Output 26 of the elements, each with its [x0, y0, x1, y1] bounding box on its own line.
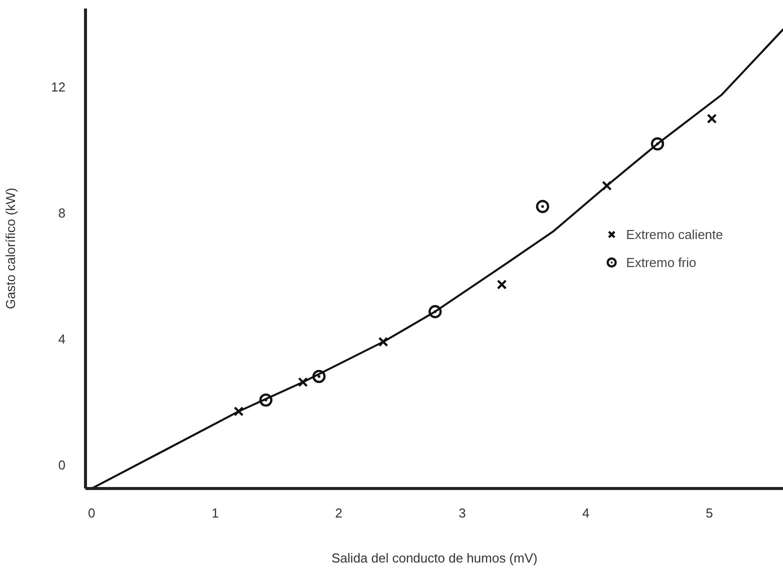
legend-label: Extremo caliente [626, 226, 723, 242]
point [312, 370, 326, 384]
x-axis-title: Salida del conducto de humos (mV) [332, 550, 538, 566]
y-tick-label: 4 [58, 331, 66, 346]
point [298, 377, 308, 388]
x-tick-label: 5 [706, 506, 713, 520]
x-tick-label: 3 [458, 506, 466, 520]
point [650, 137, 664, 150]
point [234, 406, 244, 416]
x-tick-label: 0 [88, 506, 96, 520]
point [706, 114, 717, 124]
y-tick-label: 0 [58, 457, 66, 472]
point [259, 393, 272, 407]
y-axis-title: Gasto calorífico (kW) [3, 188, 18, 310]
legend-label: Extremo frio [626, 254, 696, 270]
y-tick-label: 8 [58, 206, 66, 221]
x-tick-label: 4 [582, 506, 590, 520]
point [428, 305, 442, 318]
point [496, 280, 507, 290]
point [378, 336, 388, 347]
y-tick-label: 12 [51, 80, 66, 95]
x-tick-label: 1 [212, 506, 219, 520]
point [602, 180, 612, 191]
point [536, 200, 550, 214]
x-tick-label: 2 [335, 506, 342, 520]
line-series [90, 28, 783, 488]
